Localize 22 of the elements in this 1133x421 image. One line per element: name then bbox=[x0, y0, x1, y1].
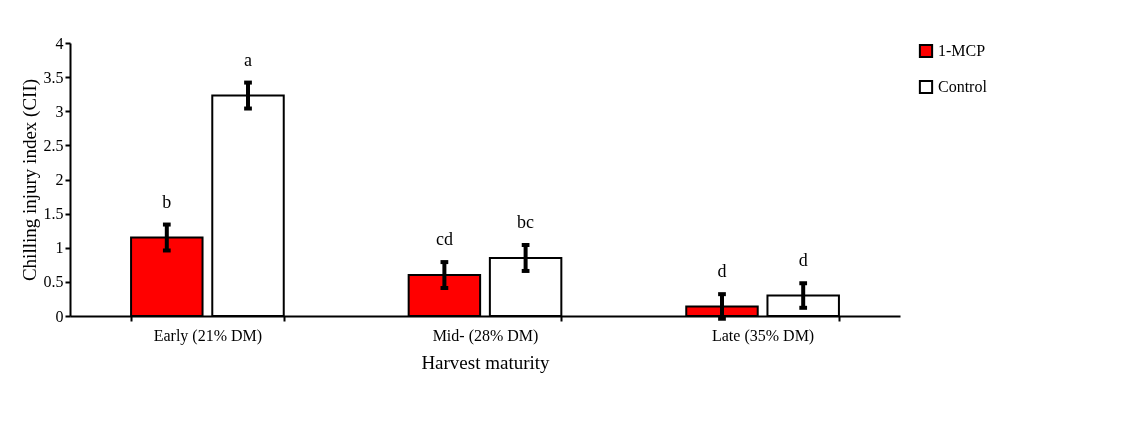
y-tick-label: 1.5 bbox=[43, 205, 64, 223]
y-tick-label: 0 bbox=[55, 307, 64, 325]
y-tick-label: 2 bbox=[55, 171, 64, 188]
x-axis-title: Harvest maturity bbox=[421, 351, 551, 373]
x-tick-label: Early (21% DM) bbox=[153, 326, 263, 345]
data-label: bc bbox=[517, 212, 535, 233]
y-tick-label: 1 bbox=[55, 239, 64, 257]
x-tick-label: Late (35% DM) bbox=[712, 326, 815, 345]
y-tick-label: 4 bbox=[55, 34, 64, 52]
legend-label: Control bbox=[938, 78, 988, 95]
data-label: b bbox=[162, 191, 172, 212]
x-tick-label: Mid- (28% DM) bbox=[432, 326, 539, 345]
y-tick-label: 3.5 bbox=[43, 68, 64, 86]
data-label: cd bbox=[435, 229, 453, 250]
y-axis-title: Chilling injury index (CII) bbox=[18, 78, 41, 282]
legend-label: 1-MCP bbox=[938, 42, 986, 59]
y-tick-label: 2.5 bbox=[43, 136, 64, 154]
y-tick-label: 0.5 bbox=[43, 273, 64, 291]
data-label: d bbox=[798, 250, 808, 271]
y-tick-label: 3 bbox=[55, 102, 64, 120]
data-label: d bbox=[717, 261, 727, 282]
data-label: a bbox=[244, 49, 253, 70]
